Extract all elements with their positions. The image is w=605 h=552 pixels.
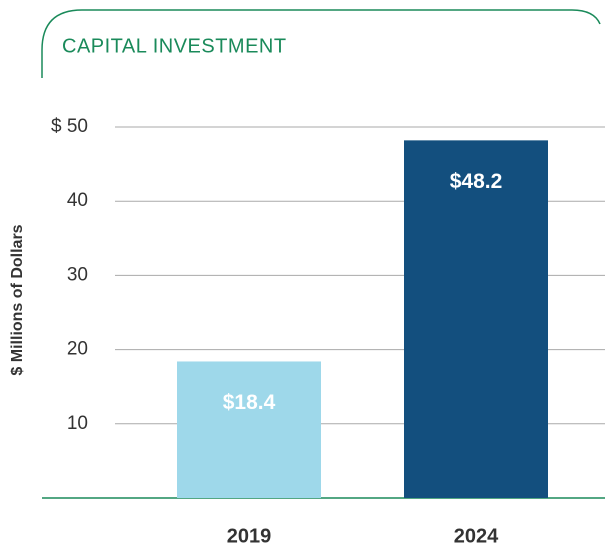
value-label: $48.2: [450, 170, 503, 193]
card-border: [41, 9, 601, 78]
chart-title: CAPITAL INVESTMENT: [62, 35, 287, 57]
y-tick-label: 10: [67, 413, 88, 434]
y-tick-label: 20: [67, 339, 88, 360]
x-tick-label: 2024: [454, 525, 499, 547]
bar: [404, 140, 548, 498]
value-label: $18.4: [223, 391, 276, 414]
y-tick-label: 30: [67, 264, 88, 285]
y-axis-label: $ Millions of Dollars: [9, 224, 26, 375]
bar: [177, 361, 321, 498]
y-tick-label: 40: [67, 190, 88, 211]
x-tick-label: 2019: [227, 525, 272, 547]
y-tick-label: $ 50: [51, 116, 88, 137]
